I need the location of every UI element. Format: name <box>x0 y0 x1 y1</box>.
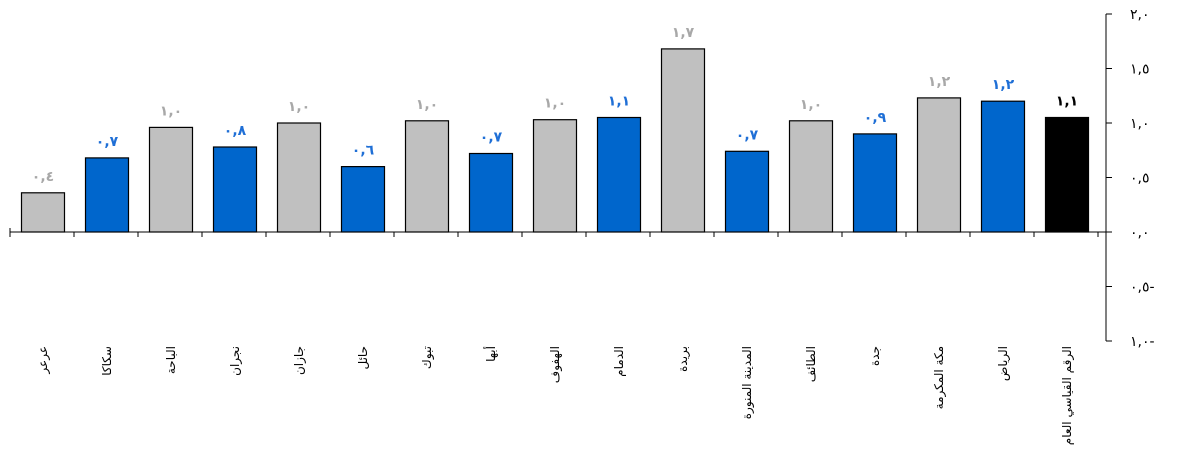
category-label-9: الدمام <box>612 346 626 377</box>
category-label-8: الهفوف <box>548 346 563 383</box>
bar-0 <box>20 192 66 233</box>
bar-10 <box>660 48 706 233</box>
bar-6 <box>404 120 450 233</box>
data-label-3: ٠,٨ <box>224 123 247 139</box>
category-label-5: حائل <box>356 346 370 370</box>
data-label-4: ١,٠ <box>288 99 310 115</box>
bar-8 <box>532 119 578 233</box>
category-label-6: تبوك <box>420 346 435 369</box>
y-tick-label-6: ٢,٠ <box>1130 7 1150 23</box>
bar-3 <box>212 146 258 233</box>
data-label-14: ١,٢ <box>928 74 951 90</box>
category-label-16: الرقم القياسي العام <box>1060 346 1075 445</box>
category-label-13: جدة <box>868 346 882 366</box>
data-label-0: ٠,٤ <box>32 169 54 185</box>
bars-layer <box>20 48 1090 233</box>
category-label-14: مكة المكرمة <box>932 346 947 409</box>
bar-9 <box>596 116 642 233</box>
y-tick-label-4: ١,٠ <box>1130 116 1150 132</box>
data-label-2: ١,٠ <box>160 103 182 119</box>
data-label-16: ١,١ <box>1056 94 1078 110</box>
data-label-12: ١,٠ <box>800 97 822 113</box>
category-label-4: جازان <box>292 346 307 375</box>
category-label-2: الباحة <box>164 346 178 374</box>
y-tick-label-2: ٠,٠ <box>1130 225 1150 241</box>
category-label-3: نجران <box>228 346 243 376</box>
bar-7 <box>468 152 514 233</box>
data-label-7: ٠,٧ <box>480 130 503 146</box>
category-label-7: أبها <box>483 346 498 362</box>
category-label-11: المدينة المنورة <box>740 346 755 419</box>
data-label-15: ١,٢ <box>992 77 1015 93</box>
category-labels-layer: عرعر سكاكا الباحة نجران جازان حائل تبوك أبها اله… <box>36 346 1075 445</box>
data-label-10: ١,٧ <box>672 25 695 41</box>
bar-15 <box>980 100 1026 233</box>
data-label-5: ٠,٦ <box>352 143 375 159</box>
bar-2 <box>148 126 194 233</box>
category-label-12: الطائف <box>804 346 818 382</box>
data-label-9: ١,١ <box>608 94 630 110</box>
data-label-13: ٠,٩ <box>864 110 887 126</box>
y-tick-label-0: ١,٠- <box>1130 334 1155 350</box>
category-label-1: سكاكا <box>100 346 114 376</box>
bar-4 <box>276 122 322 233</box>
bar-16 <box>1044 116 1090 233</box>
y-tick-label-3: ٠,٥ <box>1130 171 1150 187</box>
axes-layer: ١,٠- ٠,٥- ٠,٠ ٠,٥ ١,٠ ١,٥ ٢,٠ <box>9 7 1155 350</box>
bar-5 <box>340 166 386 233</box>
data-label-6: ١,٠ <box>416 97 438 113</box>
bar-13 <box>852 133 898 233</box>
bar-11 <box>724 150 770 233</box>
data-label-1: ٠,٧ <box>96 134 119 150</box>
category-label-10: بريدة <box>676 346 691 372</box>
category-label-15: الرياض <box>996 346 1011 381</box>
y-tick-label-1: ٠,٥- <box>1130 280 1155 296</box>
data-labels-layer: ٠,٤ ٠,٧ ١,٠ ٠,٨ ١,٠ ٠,٦ ١,٠ ٠,٧ ١,٠ ١,١ ١,٧ ٠,٧ ١,٠ ٠… <box>32 25 1078 185</box>
data-label-11: ٠,٧ <box>736 127 759 143</box>
y-tick-label-5: ١,٥ <box>1130 62 1150 78</box>
category-label-0: عرعر <box>36 346 51 375</box>
data-label-8: ١,٠ <box>544 96 566 112</box>
bar-12 <box>788 120 834 233</box>
bar-14 <box>916 97 962 233</box>
bar-1 <box>84 157 130 233</box>
